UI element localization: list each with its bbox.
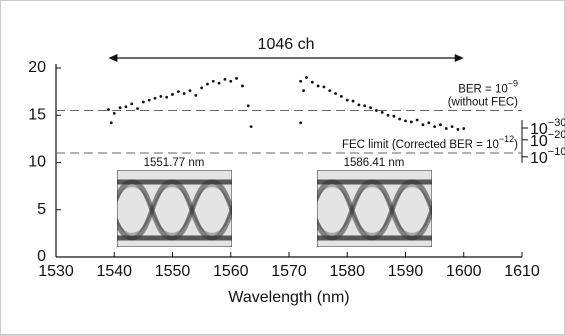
data-point [107,108,110,111]
data-point [392,115,395,118]
data-point [404,120,407,123]
data-point [317,85,320,88]
data-point [110,121,113,124]
inset-label: 1551.77 nm [144,157,205,169]
data-point [451,125,454,128]
data-point [302,89,305,92]
y2-tick-exponent: −10 [548,146,565,158]
data-point [235,77,238,80]
data-point [328,89,331,92]
span-label: 1046 ch [258,36,315,53]
data-point [433,125,436,128]
data-point [200,86,203,89]
y-tick-label: 15 [28,106,46,123]
data-point [398,118,401,121]
y-tick-label: 20 [28,59,46,76]
data-point [194,94,197,97]
data-point [445,127,448,130]
data-point [439,123,442,126]
x-tick-label: 1600 [446,263,482,280]
reference-text: BER = 10 [458,84,508,96]
reference-label: (without FEC) [448,97,518,109]
x-tick-label: 1580 [329,263,365,280]
data-point [462,127,465,130]
y2-tick-base: 10 [530,133,548,150]
x-tick-label: 1610 [504,263,540,280]
reference-label: FEC limit (Corrected BER = 10−12) [342,134,518,151]
data-point [136,107,139,110]
data-point [363,104,366,107]
data-point [334,92,337,95]
x-tick-label: 1530 [38,263,74,280]
data-point [250,125,253,128]
page: {"chart_data": { "type": "scatter", "x_l… [0,0,565,335]
data-point [125,105,128,108]
y-tick-label: 0 [37,248,46,265]
reference-label: BER = 10−9 [458,79,518,96]
data-point [457,128,460,131]
data-point [340,95,343,98]
data-point [148,99,151,102]
data-point [119,106,122,109]
data-point [241,85,244,88]
data-point [346,99,349,102]
data-point [130,103,133,106]
reference-exponent: −9 [508,79,518,89]
data-point [299,80,302,83]
data-point [369,106,372,109]
reference-text: (without FEC) [448,97,518,109]
data-point [224,78,227,81]
x-tick-label: 1550 [155,263,191,280]
data-point [159,95,162,98]
chart: 1530 1540 1550 1560 1570 1580 1590 1600 1610 0 5 10… [0,0,565,335]
data-point [352,100,355,103]
reference-text: FEC limit (Corrected BER = 10 [342,139,499,151]
data-point [299,121,302,124]
data-point [311,81,314,84]
data-point [142,101,145,104]
x-tick-label: 1540 [96,263,132,280]
data-point [165,96,168,99]
eye-diagram [292,170,452,247]
data-point [410,120,413,123]
data-point [189,89,192,92]
data-point [183,92,186,95]
x-tick-label: 1560 [213,263,249,280]
y-tick-label: 5 [37,201,46,218]
data-point [323,86,326,89]
eye-diagram [92,170,252,247]
x-axis-label: Wavelength (nm) [228,289,349,306]
y-tick-label: 10 [28,154,46,171]
data-point [416,119,419,122]
y2-tick-exponent: −30 [548,117,565,129]
data-point [381,111,384,114]
data-point [422,123,425,126]
data-point [427,121,430,124]
data-point [113,112,116,115]
reference-exponent: −12 [499,134,514,144]
data-point [177,90,180,93]
data-point [305,76,308,79]
data-point [206,83,209,86]
reference-suffix: ) [514,139,518,151]
data-point [154,97,157,100]
data-point [171,93,174,96]
inset-label: 1586.41 nm [344,157,405,169]
data-point [218,82,221,85]
data-point [229,80,232,83]
data-point [375,109,378,112]
y2-tick-exponent: −20 [548,129,565,141]
data-point [247,104,250,107]
data-point [387,114,390,117]
data-point [212,80,215,83]
x-tick-label: 1570 [271,263,307,280]
data-point [358,103,361,106]
x-tick-label: 1590 [388,263,424,280]
y2-tick-base: 10 [530,150,548,167]
